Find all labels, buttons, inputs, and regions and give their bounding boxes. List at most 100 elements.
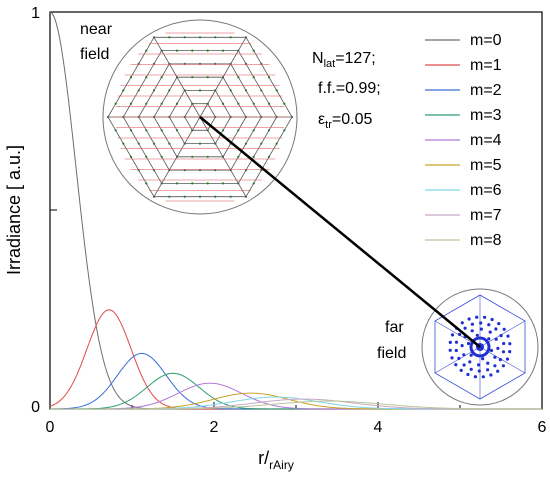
far-field-dot (486, 361, 490, 365)
legend-label-m8: m=8 (470, 232, 502, 249)
near-lattice-node (160, 129, 163, 132)
legend-label-m4: m=4 (470, 132, 502, 149)
x-tick-label-6: 6 (538, 419, 547, 436)
near-lattice-node (129, 155, 133, 158)
near-lattice-node (206, 155, 209, 158)
near-lattice-node (175, 182, 179, 185)
near-lattice-node (252, 49, 255, 52)
near-lattice-node (152, 142, 156, 145)
y-tick-label-0: 0 (31, 399, 40, 416)
near-lattice-node (122, 89, 125, 92)
far-field-dot (466, 341, 471, 346)
far-field-dot (490, 317, 494, 322)
far-field-dot (466, 372, 470, 377)
far-field-dot (450, 356, 454, 360)
far-field-dot (481, 357, 485, 361)
series-layer (49, 11, 543, 410)
eps-prefix: ε (318, 111, 325, 128)
near-lattice-node (183, 36, 186, 39)
near-lattice-node (145, 102, 148, 105)
x-tick-label-4: 4 (374, 419, 383, 436)
near-lattice-node (267, 76, 271, 79)
near-lattice-node (168, 142, 171, 145)
far-field-dot (469, 367, 473, 371)
fill-factor-text: f.f.=0.99; (318, 80, 381, 97)
near-lattice-node (206, 49, 209, 52)
far-field-dot (502, 327, 506, 331)
far-field-dot (463, 326, 467, 330)
far-field-dot (454, 340, 459, 344)
near-lattice-node (152, 89, 156, 92)
n-lat-prefix: N (312, 50, 324, 67)
near-field-label-line2: field (80, 46, 109, 63)
far-field-dot (470, 329, 474, 333)
far-field-dot (467, 317, 471, 321)
near-lattice-node (198, 36, 202, 39)
far-field-dot (496, 369, 500, 373)
far-field-dot (494, 327, 498, 331)
far-field-dot (493, 364, 497, 368)
near-lattice-node (198, 195, 202, 198)
series-line-m8 (50, 400, 543, 410)
near-lattice-node (221, 102, 225, 105)
far-field-dot (448, 348, 452, 352)
near-lattice-node (145, 182, 148, 185)
far-field-dot (501, 364, 505, 368)
far-field-dot (470, 322, 474, 326)
near-lattice-node (275, 89, 278, 92)
near-lattice-node (214, 36, 217, 39)
near-lattice-node (114, 129, 117, 132)
near-lattice-node (198, 89, 202, 92)
near-lattice-node (160, 102, 163, 105)
far-field-dot (488, 330, 492, 334)
far-field-dot (479, 327, 483, 331)
x-axis-title: r/rAiry (258, 448, 294, 472)
far-field-dot (454, 363, 458, 367)
near-lattice-node (221, 182, 225, 185)
far-field-dot (459, 368, 463, 372)
near-lattice-node (260, 89, 263, 92)
legend-label-m1: m=1 (470, 57, 502, 74)
far-field-dot (460, 321, 464, 325)
far-field-dot (462, 363, 466, 367)
far-field-dot (494, 337, 498, 341)
near-lattice-node (145, 49, 148, 52)
near-lattice-node (252, 182, 255, 185)
far-field-dot (499, 334, 503, 338)
n-lat-text: Nlat=127; (312, 50, 376, 70)
far-field-dot (460, 344, 464, 348)
near-lattice-node (267, 129, 271, 132)
near-lattice-node (283, 102, 286, 105)
parameter-annotation: Nlat=127; f.f.=0.99; εtr=0.05 (312, 50, 381, 131)
near-lattice-node (129, 129, 133, 132)
n-lat-sub: lat (324, 58, 336, 70)
far-field-dot (487, 337, 491, 341)
far-field-dot (454, 348, 458, 353)
far-field-dot (479, 321, 483, 325)
legend-label-m7: m=7 (470, 207, 502, 224)
legend-label-m0: m=0 (470, 32, 502, 49)
far-field-dot (457, 356, 461, 360)
legend-label-m6: m=6 (470, 182, 502, 199)
eps-text: εtr=0.05 (318, 111, 372, 131)
near-lattice-node (252, 76, 255, 79)
near-lattice-node (252, 155, 255, 158)
far-field-dot (462, 353, 466, 357)
legend: m=0 m=1 m=2 m=3 m=4 m=5 m=6 m=7 m=8 (425, 32, 502, 249)
near-lattice-node (168, 36, 171, 39)
far-field-dot (475, 333, 479, 337)
y-axis-ticks (50, 11, 57, 410)
far-field-dot (481, 375, 485, 379)
near-lattice-node (221, 129, 225, 132)
far-field-dot (508, 342, 512, 346)
far-field-dot (448, 340, 452, 344)
near-lattice-node (198, 142, 202, 145)
far-field-label-line1: far (385, 319, 404, 336)
near-lattice-node (183, 195, 186, 198)
far-field-dot (458, 332, 462, 336)
far-field-dot (506, 334, 510, 338)
far-field-dot (477, 369, 481, 373)
far-field-dot (475, 315, 479, 319)
near-lattice-node (160, 76, 163, 79)
near-lattice-node (129, 76, 133, 79)
